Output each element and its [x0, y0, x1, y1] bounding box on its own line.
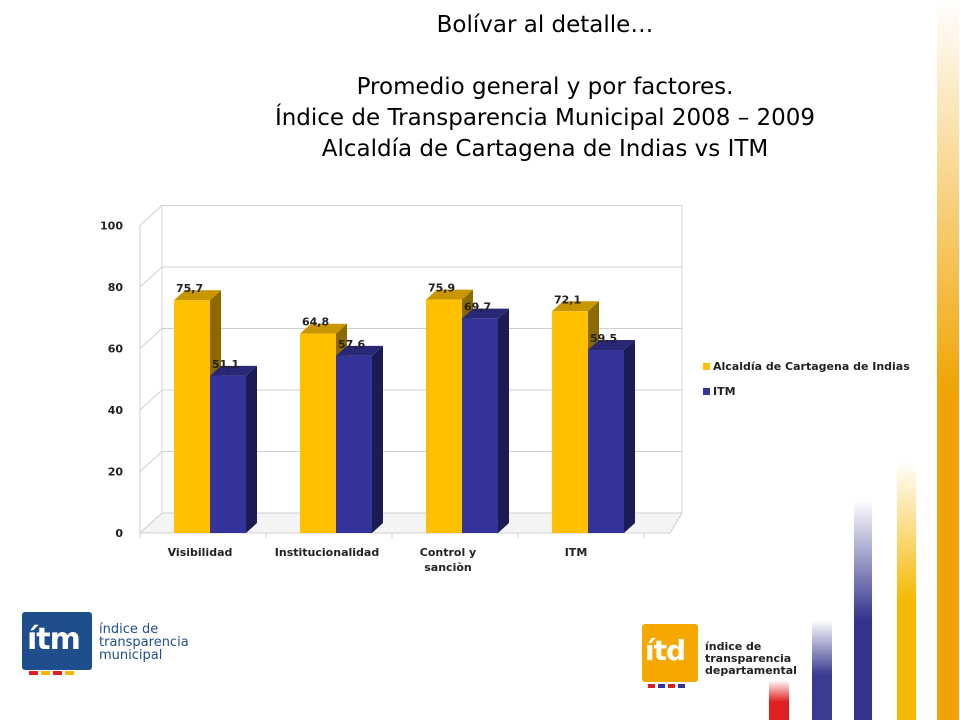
slide-heading: Bolívar al detalle…	[436, 12, 654, 38]
itd-logo: ítd índice de transparencia departamenta…	[642, 624, 812, 688]
y-tick-label: 0	[115, 527, 123, 540]
data-label: 51,1	[212, 358, 239, 371]
gridline-side	[139, 266, 163, 288]
itd-logo-mark-text: ítd	[645, 634, 686, 667]
slide-subtitle-line1: Promedio general y por factores.	[356, 74, 734, 100]
x-tick-label: Visibilidad	[168, 546, 233, 559]
itm-logo-line3: municipal	[99, 648, 163, 663]
decor-stripe-fade	[854, 500, 872, 621]
bar-side	[498, 308, 509, 533]
data-label: 64,8	[302, 316, 329, 329]
gridline-side	[139, 451, 163, 472]
bar	[462, 318, 498, 533]
x-tick-label: Control y	[420, 546, 476, 559]
gridline-side	[139, 205, 163, 226]
x-tick-label: ITM	[565, 546, 588, 559]
bar	[426, 299, 462, 533]
bar-side	[372, 345, 383, 533]
y-tick-label: 60	[108, 343, 124, 356]
y-tick-label: 20	[108, 466, 124, 479]
decorative-stripes	[769, 0, 959, 720]
legend-swatch	[703, 363, 710, 370]
bar-side	[246, 365, 257, 533]
slide-title: Bolívar al detalle… Promedio general y p…	[0, 10, 960, 165]
bar-top	[552, 301, 599, 312]
decor-stripe-fade	[769, 680, 789, 702]
bar-top	[426, 289, 473, 300]
y-tick-label: 100	[100, 220, 123, 233]
legend-label: Alcaldía de Cartagena de Indias	[713, 360, 910, 373]
y-tick-label: 80	[108, 281, 124, 294]
bar	[336, 355, 372, 533]
bar-top	[210, 365, 257, 376]
data-label: 59,5	[590, 332, 617, 345]
legend-swatch	[703, 388, 710, 395]
bar	[552, 311, 588, 533]
itm-logo-mark: ítm	[22, 612, 92, 675]
legend: Alcaldía de Cartagena de Indias ITM	[703, 360, 910, 398]
itd-logo-line1: índice de	[705, 640, 762, 653]
bar	[174, 300, 210, 533]
x-tick-label: Institucionalidad	[275, 546, 379, 559]
itm-logo: ítm índice de transparencia municipal	[22, 612, 212, 675]
plot-area: 0 20 40 60 80 100 75,7 51,1 Visibilidad 64,8 57,6 I…	[100, 205, 683, 574]
legend-label: ITM	[713, 385, 736, 398]
bar	[210, 375, 246, 533]
data-label: 72,1	[554, 293, 581, 306]
decor-stripe-fade	[812, 620, 832, 675]
itm-logo-line2: transparencia	[99, 635, 189, 650]
gridline-side	[139, 389, 163, 411]
data-label: 75,9	[428, 282, 455, 295]
data-label: 57,6	[338, 338, 365, 351]
itd-logo-label: índice de transparencia departamental	[705, 641, 797, 677]
bar-top	[174, 290, 221, 301]
bar	[588, 350, 624, 533]
itd-logo-line3: departamental	[705, 664, 797, 677]
slide-subtitle-line3: Alcaldía de Cartagena de Indias vs ITM	[321, 136, 769, 162]
data-label: 75,7	[176, 282, 203, 295]
bar-top	[336, 345, 383, 356]
bar-top	[300, 323, 347, 334]
x-tick-label: sanciòn	[424, 561, 471, 574]
bar-top	[462, 308, 509, 319]
bar	[300, 333, 336, 533]
gridline-side	[139, 328, 163, 349]
decor-stripe-fade	[897, 460, 916, 603]
itm-logo-label: índice de transparencia municipal	[99, 623, 189, 662]
bar-side	[624, 340, 635, 533]
itm-logo-line1: índice de	[99, 622, 159, 637]
itd-logo-line2: transparencia	[705, 652, 792, 665]
itm-logo-dots-icon	[29, 660, 85, 675]
itm-logo-mark-text: ítm	[27, 622, 81, 657]
itd-logo-dots-icon	[648, 673, 694, 688]
bar-top	[588, 340, 635, 351]
data-label: 69,7	[464, 301, 491, 314]
decor-stripe-fade	[937, 0, 959, 396]
y-tick-label: 40	[108, 404, 124, 417]
slide-subtitle-line2: Índice de Transparencia Municipal 2008 –…	[274, 105, 816, 131]
itd-logo-mark: ítd	[642, 624, 698, 688]
